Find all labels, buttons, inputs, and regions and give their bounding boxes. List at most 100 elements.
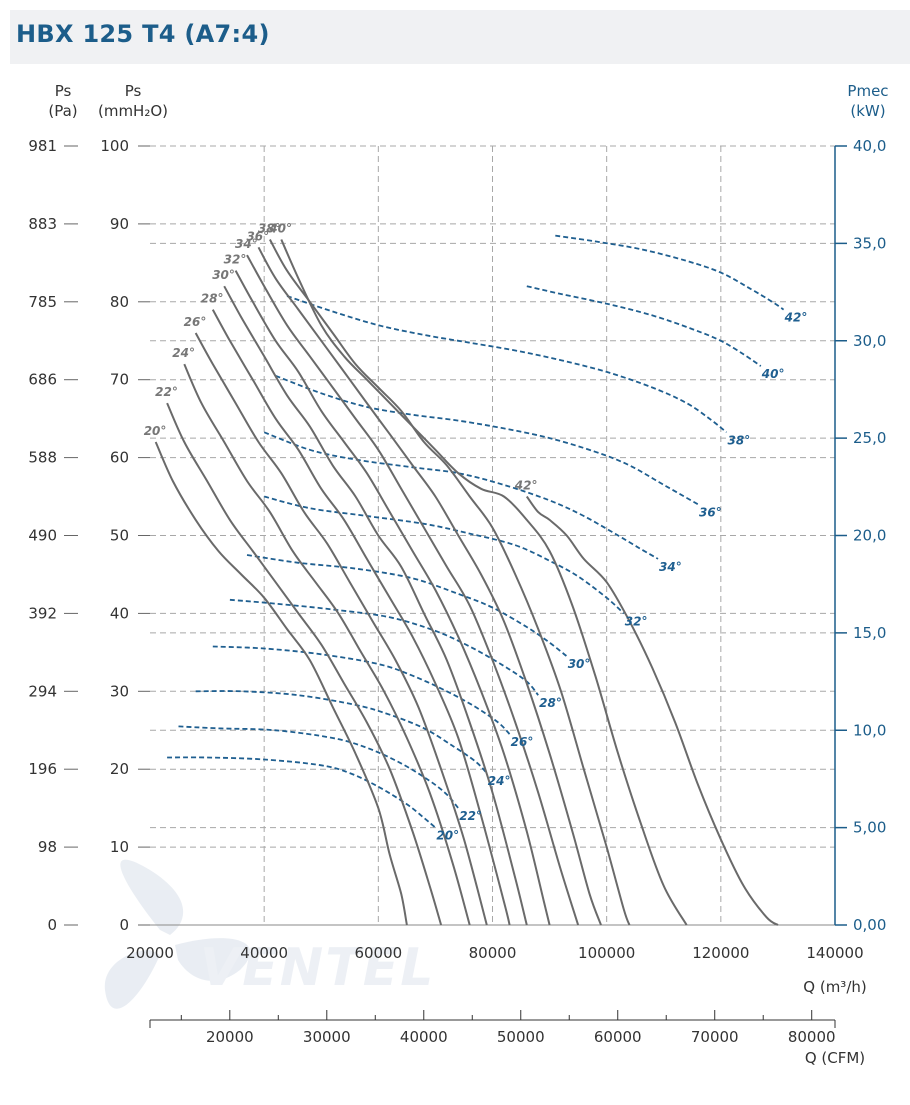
fan-blade-1 <box>120 859 184 935</box>
pressure-curve-label-42deg: 42° <box>514 479 538 493</box>
power-curve-32deg <box>263 495 625 615</box>
left-inner-axis-title-1: Ps <box>125 82 142 100</box>
x-secondary-tick-label-60000: 60000 <box>594 1028 642 1046</box>
power-curve-label-22deg: 22° <box>459 809 482 823</box>
left-outer-tick-label-883: 883 <box>28 215 57 233</box>
pressure-curve-38deg <box>269 239 631 926</box>
pressure-curve-label-36deg: 36° <box>246 229 269 243</box>
pressure-curve-26deg <box>194 332 488 926</box>
left-inner-tick-label-70: 70 <box>110 371 129 389</box>
power-curve-label-30deg: 30° <box>568 657 591 671</box>
pressure-curve-label-32deg: 32° <box>224 253 247 267</box>
right-tick-label-25,0: 25,0 <box>853 429 886 447</box>
power-curve-34deg <box>263 431 659 560</box>
x-secondary-tick-label-40000: 40000 <box>400 1028 448 1046</box>
left-inner-tick-label-60: 60 <box>110 449 129 467</box>
left-outer-tick-label-0: 0 <box>47 916 57 934</box>
power-curve-26deg <box>212 645 511 735</box>
power-curve-label-26deg: 26° <box>511 735 534 749</box>
left-outer-tick-label-686: 686 <box>28 371 57 389</box>
left-outer-tick-label-294: 294 <box>28 682 57 700</box>
left-inner-tick-label-30: 30 <box>110 682 129 700</box>
fan-blade-2 <box>175 938 251 981</box>
x-main-axis-label: Q (m³/h) <box>803 978 866 996</box>
power-curve-label-24deg: 24° <box>488 774 511 788</box>
left-inner-axis-title-2: (mmH₂O) <box>98 102 168 120</box>
right-tick-label-10,0: 10,0 <box>853 721 886 739</box>
right-tick-label-30,0: 30,0 <box>853 332 886 350</box>
power-curve-label-20deg: 20° <box>436 829 459 843</box>
title-bar: HBX 125 T4 (A7:4) <box>10 10 910 64</box>
left-inner-tick-label-0: 0 <box>119 916 129 934</box>
x-main-tick-label-40000: 40000 <box>240 944 288 962</box>
pressure-curve-label-38deg: 38° <box>258 221 281 235</box>
power-curve-38deg <box>286 295 728 433</box>
pressure-curve-label-40deg: 40° <box>268 221 292 235</box>
left-outer-tick-label-98: 98 <box>38 838 57 856</box>
x-main-tick-label-100000: 100000 <box>578 944 635 962</box>
pressure-curve-30deg <box>223 285 528 926</box>
power-curve-30deg <box>246 554 568 657</box>
pressure-curve-20deg <box>154 441 408 926</box>
power-curve-28deg <box>229 598 539 696</box>
pressure-curve-28deg <box>211 309 511 926</box>
left-outer-tick-label-490: 490 <box>28 527 57 545</box>
watermark-text: VENTEL <box>200 938 435 998</box>
left-inner-tick-label-10: 10 <box>110 838 129 856</box>
pressure-curve-24deg <box>183 363 471 926</box>
x-main-tick-label-60000: 60000 <box>354 944 402 962</box>
left-inner-tick-label-80: 80 <box>110 293 129 311</box>
chart-axes: 1009080706050403020100981883785686588490… <box>28 137 886 1046</box>
right-tick-label-0,00: 0,00 <box>853 916 886 934</box>
left-outer-tick-label-981: 981 <box>28 137 57 155</box>
pressure-curve-22deg <box>166 402 443 926</box>
right-tick-label-5,00: 5,00 <box>853 819 886 837</box>
left-inner-tick-label-20: 20 <box>110 760 129 778</box>
page-title: HBX 125 T4 (A7:4) <box>16 20 270 48</box>
x-secondary-axis-label: Q (CFM) <box>805 1049 865 1067</box>
power-curve-36deg <box>275 374 699 506</box>
left-inner-tick-label-40: 40 <box>110 604 129 622</box>
x-main-tick-label-80000: 80000 <box>469 944 517 962</box>
x-main-tick-label-20000: 20000 <box>126 944 174 962</box>
fan-blade-3 <box>104 950 160 1009</box>
power-curve-22deg <box>178 725 459 809</box>
left-outer-tick-label-588: 588 <box>28 449 57 467</box>
x-main-tick-label-140000: 140000 <box>806 944 863 962</box>
pressure-curve-label-24deg: 24° <box>172 346 195 360</box>
left-outer-tick-label-785: 785 <box>28 293 57 311</box>
x-secondary-tick-label-70000: 70000 <box>691 1028 739 1046</box>
power-curve-label-34deg: 34° <box>659 560 682 574</box>
power-curve-label-42deg: 42° <box>784 311 808 325</box>
left-inner-tick-label-90: 90 <box>110 215 129 233</box>
right-axis-title-2: (kW) <box>850 102 885 120</box>
right-tick-label-20,0: 20,0 <box>853 527 886 545</box>
pressure-curve-label-26deg: 26° <box>184 315 207 329</box>
power-curve-label-36deg: 36° <box>699 505 722 519</box>
pressure-curve-40deg <box>280 239 688 926</box>
right-tick-label-15,0: 15,0 <box>853 624 886 642</box>
right-axis-title-1: Pmec <box>847 82 888 100</box>
pressure-curve-32deg <box>234 270 551 926</box>
right-tick-label-40,0: 40,0 <box>853 137 886 155</box>
pressure-curve-label-30deg: 30° <box>212 268 235 282</box>
grid-lines <box>150 145 835 925</box>
left-outer-axis-title-1: Ps <box>55 82 72 100</box>
power-curve-42deg <box>555 234 785 311</box>
left-inner-tick-label-100: 100 <box>100 137 129 155</box>
x-main-tick-label-120000: 120000 <box>692 944 749 962</box>
watermark-logo: VENTEL <box>104 859 435 1009</box>
power-curve-20deg <box>167 756 436 829</box>
pressure-curve-label-28deg: 28° <box>201 292 224 306</box>
power-curve-24deg <box>195 690 488 774</box>
x-secondary-tick-label-80000: 80000 <box>788 1028 836 1046</box>
x-secondary-tick-label-30000: 30000 <box>303 1028 351 1046</box>
pressure-curve-34deg <box>246 254 580 926</box>
left-inner-tick-label-50: 50 <box>110 527 129 545</box>
x-secondary-tick-label-20000: 20000 <box>206 1028 254 1046</box>
x-secondary-tick-label-50000: 50000 <box>497 1028 545 1046</box>
left-outer-tick-label-196: 196 <box>28 760 57 778</box>
pressure-curve-label-34deg: 34° <box>235 237 258 251</box>
power-curve-40deg <box>526 285 762 367</box>
